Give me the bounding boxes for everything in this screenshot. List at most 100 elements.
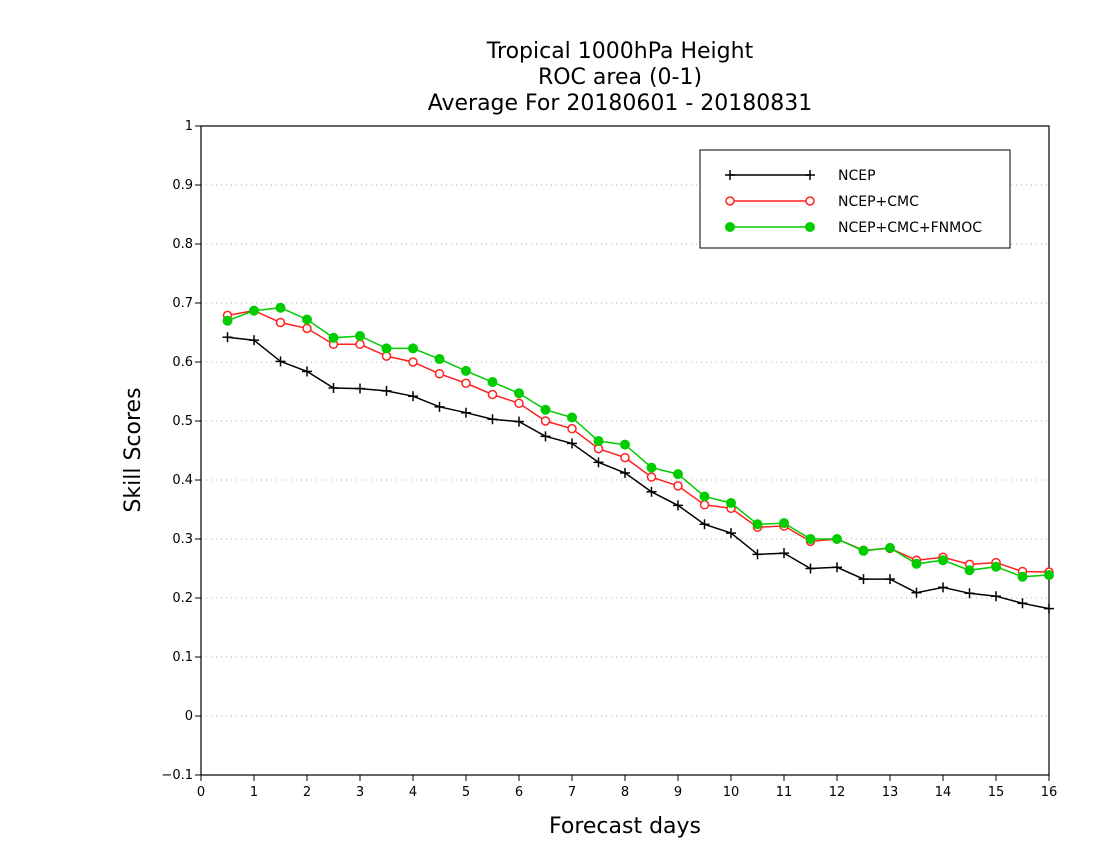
legend-marker xyxy=(805,170,815,180)
data-point xyxy=(355,331,365,342)
data-point xyxy=(408,343,418,354)
data-point xyxy=(911,558,922,569)
data-point xyxy=(885,542,895,553)
series-ncep-cmc xyxy=(222,305,1054,577)
data-point xyxy=(408,357,418,367)
data-point xyxy=(726,528,736,539)
data-point xyxy=(1017,598,1028,609)
data-point xyxy=(805,534,816,544)
title-line-1: Tropical 1000hPa Height xyxy=(486,39,754,64)
data-point xyxy=(673,481,683,491)
data-point xyxy=(487,389,498,400)
x-tick-label: 3 xyxy=(356,785,364,800)
data-point xyxy=(540,431,551,442)
data-point xyxy=(699,491,710,502)
data-point xyxy=(593,457,604,468)
data-point xyxy=(991,591,1001,602)
data-point xyxy=(779,548,789,559)
data-point xyxy=(434,401,445,412)
data-point xyxy=(964,565,975,576)
x-axis-label: Forecast days xyxy=(549,814,701,839)
legend-marker xyxy=(725,170,735,180)
x-tick-label: 16 xyxy=(1041,785,1058,800)
x-tick-label: 11 xyxy=(776,785,793,800)
data-point xyxy=(540,416,551,426)
data-point xyxy=(302,366,312,377)
data-point xyxy=(699,500,710,510)
legend: NCEP NCEP+CMC NCEP+CMC+FNMOC xyxy=(699,149,1011,249)
legend-entry-ncep-cmc-fnmoc: NCEP+CMC+FNMOC xyxy=(725,220,982,236)
x-tick-label: 15 xyxy=(988,785,1005,800)
x-tick-label: 4 xyxy=(409,785,417,800)
legend-label: NCEP+CMC+FNMOC xyxy=(838,220,982,236)
data-point xyxy=(1044,603,1054,614)
data-point xyxy=(646,486,657,497)
data-point xyxy=(991,561,1001,572)
data-point xyxy=(514,388,524,399)
x-tick-label: 6 xyxy=(515,785,523,800)
data-point xyxy=(673,469,683,480)
series-line-ncep xyxy=(227,336,1050,610)
data-point xyxy=(567,423,577,434)
x-tick-label: 1 xyxy=(250,785,258,800)
data-point xyxy=(434,354,445,365)
legend-entry-ncep: NCEP xyxy=(725,168,876,184)
x-tick-label: 8 xyxy=(621,785,629,800)
series-ncep-cmc-fnmoc xyxy=(222,302,1054,582)
data-point xyxy=(1017,571,1028,582)
data-point xyxy=(1044,569,1054,580)
data-point xyxy=(964,588,975,599)
legend-box xyxy=(699,149,1011,249)
x-tick-label: 9 xyxy=(674,785,682,800)
data-point xyxy=(620,467,630,478)
data-point xyxy=(938,555,948,566)
y-tick-label: 0.7 xyxy=(172,296,193,311)
data-point xyxy=(461,407,471,418)
x-tick-label: 10 xyxy=(723,785,740,800)
chart-title: Tropical 1000hPa Height ROC area (0-1) A… xyxy=(428,39,813,116)
y-tick-label: 0.2 xyxy=(172,591,193,606)
x-tick-label: 14 xyxy=(935,785,952,800)
data-point xyxy=(514,416,524,427)
x-axis: 0 1 2 3 4 5 6 7 8 9 10 11 12 13 14 15 16 xyxy=(197,775,1057,800)
data-point xyxy=(302,323,312,334)
y-tick-label: 0.8 xyxy=(172,237,193,252)
data-point xyxy=(885,574,895,585)
data-point xyxy=(752,519,763,530)
data-point xyxy=(487,377,498,388)
data-point xyxy=(726,498,736,509)
data-point xyxy=(673,500,683,511)
data-point xyxy=(487,414,498,425)
data-point xyxy=(620,439,630,450)
data-point xyxy=(302,314,312,325)
data-point xyxy=(593,436,604,447)
series-line-ncep-cmc-fnmoc xyxy=(227,306,1050,578)
x-tick-label: 0 xyxy=(197,785,205,800)
legend-marker xyxy=(725,222,735,232)
series-line-ncep-cmc xyxy=(227,309,1050,573)
data-point xyxy=(434,369,445,379)
data-point xyxy=(858,545,869,556)
data-point xyxy=(355,383,365,394)
legend-label: NCEP xyxy=(838,168,876,184)
y-tick-label: 0.4 xyxy=(172,473,193,488)
data-point xyxy=(461,378,471,388)
data-point xyxy=(567,438,577,449)
data-point xyxy=(832,534,842,544)
data-point xyxy=(222,315,233,326)
data-point xyxy=(832,562,842,573)
data-point xyxy=(328,382,339,393)
x-tick-label: 2 xyxy=(303,785,311,800)
legend-marker xyxy=(805,222,815,232)
y-tick-label: 0.1 xyxy=(172,650,193,665)
data-point xyxy=(514,398,524,409)
data-point xyxy=(275,317,286,328)
legend-marker xyxy=(805,196,815,206)
data-point xyxy=(249,335,259,346)
x-tick-label: 7 xyxy=(568,785,576,800)
data-point xyxy=(381,385,392,396)
x-tick-label: 5 xyxy=(462,785,470,800)
title-line-2: ROC area (0-1) xyxy=(538,65,702,90)
y-tick-label: 0.3 xyxy=(172,532,193,547)
